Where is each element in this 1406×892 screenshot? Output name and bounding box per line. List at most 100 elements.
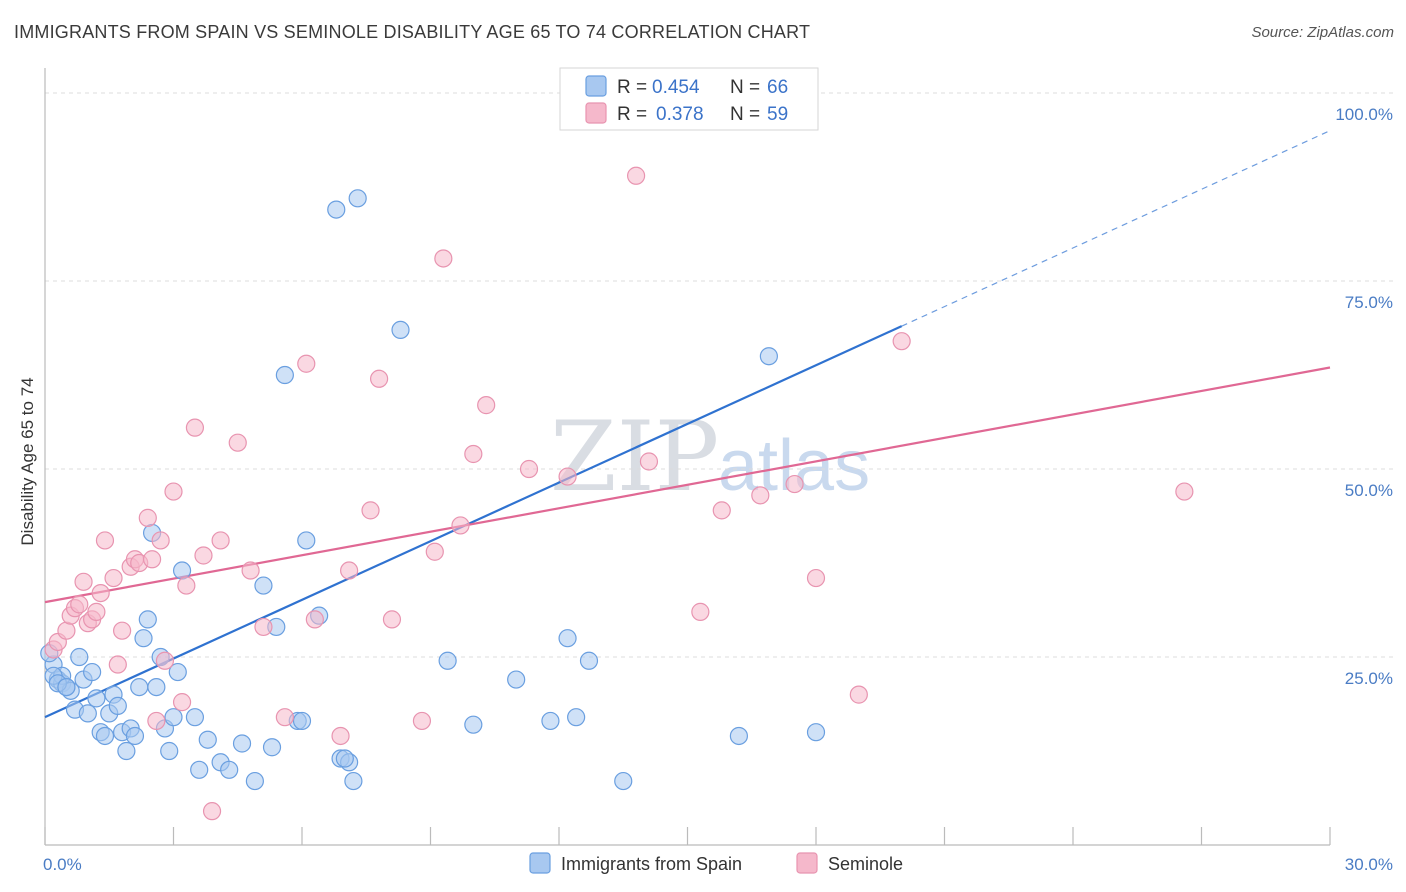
point-seminole	[849, 685, 868, 704]
point-spain	[198, 730, 217, 749]
point-seminole	[297, 354, 316, 373]
point-spain	[134, 629, 153, 648]
point-spain	[335, 749, 354, 768]
point-spain	[806, 723, 826, 742]
point-spain	[87, 689, 106, 708]
point-seminole	[254, 617, 273, 637]
point-spain	[160, 741, 179, 761]
point-seminole	[142, 550, 162, 569]
point-spain	[117, 741, 136, 761]
point-seminole	[147, 711, 166, 731]
point-seminole	[151, 531, 170, 550]
y-tick-label: 25.0%	[1345, 669, 1393, 688]
point-seminole	[331, 726, 350, 746]
point-spain	[438, 651, 457, 670]
point-spain	[759, 347, 778, 366]
point-spain	[567, 708, 586, 727]
point-seminole	[626, 166, 646, 185]
point-spain	[108, 696, 127, 715]
point-spain	[262, 738, 282, 757]
point-seminole	[74, 572, 93, 591]
point-spain	[275, 365, 294, 385]
y-tick-label: 100.0%	[1335, 105, 1393, 124]
point-spain	[254, 576, 273, 595]
chart-title: IMMIGRANTS FROM SPAIN VS SEMINOLE DISABI…	[14, 22, 811, 42]
legend-swatch-spain	[585, 75, 607, 97]
point-seminole	[57, 621, 76, 640]
series-legend: Immigrants from Spain Seminole	[529, 852, 903, 874]
point-spain	[245, 771, 264, 791]
point-spain	[614, 771, 633, 791]
point-seminole	[412, 711, 432, 731]
point-seminole	[91, 583, 110, 603]
series-legend-swatch-spain	[529, 852, 551, 874]
point-spain	[541, 711, 560, 731]
point-seminole	[112, 621, 132, 640]
point-spain	[579, 651, 599, 670]
legend-n-value: 59	[767, 104, 788, 125]
x-tick-label: 0.0%	[43, 855, 82, 874]
point-seminole	[382, 610, 402, 629]
axis-labels: 25.0% 50.0% 75.0% 100.0% 0.0% 30.0% Disability…	[18, 105, 1393, 874]
point-seminole	[370, 369, 389, 388]
point-spain	[78, 704, 97, 723]
legend-swatch-seminole	[585, 102, 607, 124]
point-spain	[164, 708, 183, 727]
legend-r-value: 0.454	[652, 77, 700, 98]
point-spain	[729, 726, 749, 746]
point-spain	[130, 677, 149, 697]
series-legend-label-seminole: Seminole	[828, 854, 903, 874]
point-seminole	[361, 501, 380, 520]
point-seminole	[340, 561, 359, 580]
point-spain	[168, 662, 187, 682]
y-axis-title: Disability Age 65 to 74	[18, 377, 37, 545]
point-spain	[232, 734, 252, 753]
point-seminole	[712, 501, 731, 520]
point-seminole	[172, 693, 192, 712]
correlation-legend: R = 0.454 N = 66 R = 0.378 N = 59	[559, 67, 819, 131]
point-spain	[95, 726, 115, 746]
point-seminole	[806, 568, 826, 588]
axes	[44, 68, 1331, 846]
point-spain	[297, 531, 316, 550]
legend-n-label: N =	[730, 77, 760, 98]
point-seminole	[211, 531, 230, 550]
point-seminole	[477, 396, 496, 415]
point-spain	[70, 647, 89, 667]
point-seminole	[108, 655, 127, 674]
point-spain	[464, 715, 483, 734]
legend-r-label: R =	[617, 77, 647, 98]
point-spain	[57, 677, 76, 697]
point-seminole	[1175, 482, 1194, 501]
legend-r-value: 0.378	[656, 104, 704, 125]
point-spain	[558, 629, 577, 648]
point-seminole	[434, 249, 453, 268]
point-seminole	[892, 332, 911, 351]
point-seminole	[95, 531, 115, 550]
legend-r-label: R =	[617, 104, 647, 125]
data-points	[40, 83, 1194, 821]
point-spain	[147, 677, 166, 697]
point-seminole	[558, 467, 577, 486]
point-spain	[344, 771, 363, 791]
point-seminole	[639, 452, 659, 471]
point-seminole	[691, 602, 710, 621]
legend-n-value: 66	[767, 77, 788, 98]
trend-line-spain	[44, 325, 903, 719]
y-tick-label: 75.0%	[1345, 293, 1393, 312]
trend-line-seminole	[44, 366, 1331, 604]
point-seminole	[194, 546, 213, 565]
point-seminole	[164, 482, 183, 501]
series-legend-label-spain: Immigrants from Spain	[561, 854, 742, 874]
point-spain	[190, 760, 209, 779]
point-spain	[391, 320, 410, 340]
point-spain	[138, 610, 157, 629]
watermark-zip: ZIP	[550, 401, 719, 513]
point-seminole	[202, 802, 222, 821]
point-seminole	[751, 486, 770, 505]
point-seminole	[104, 568, 123, 588]
point-seminole	[275, 708, 294, 727]
source-label: Source: ZipAtlas.com	[1251, 24, 1394, 41]
point-seminole	[785, 474, 804, 494]
